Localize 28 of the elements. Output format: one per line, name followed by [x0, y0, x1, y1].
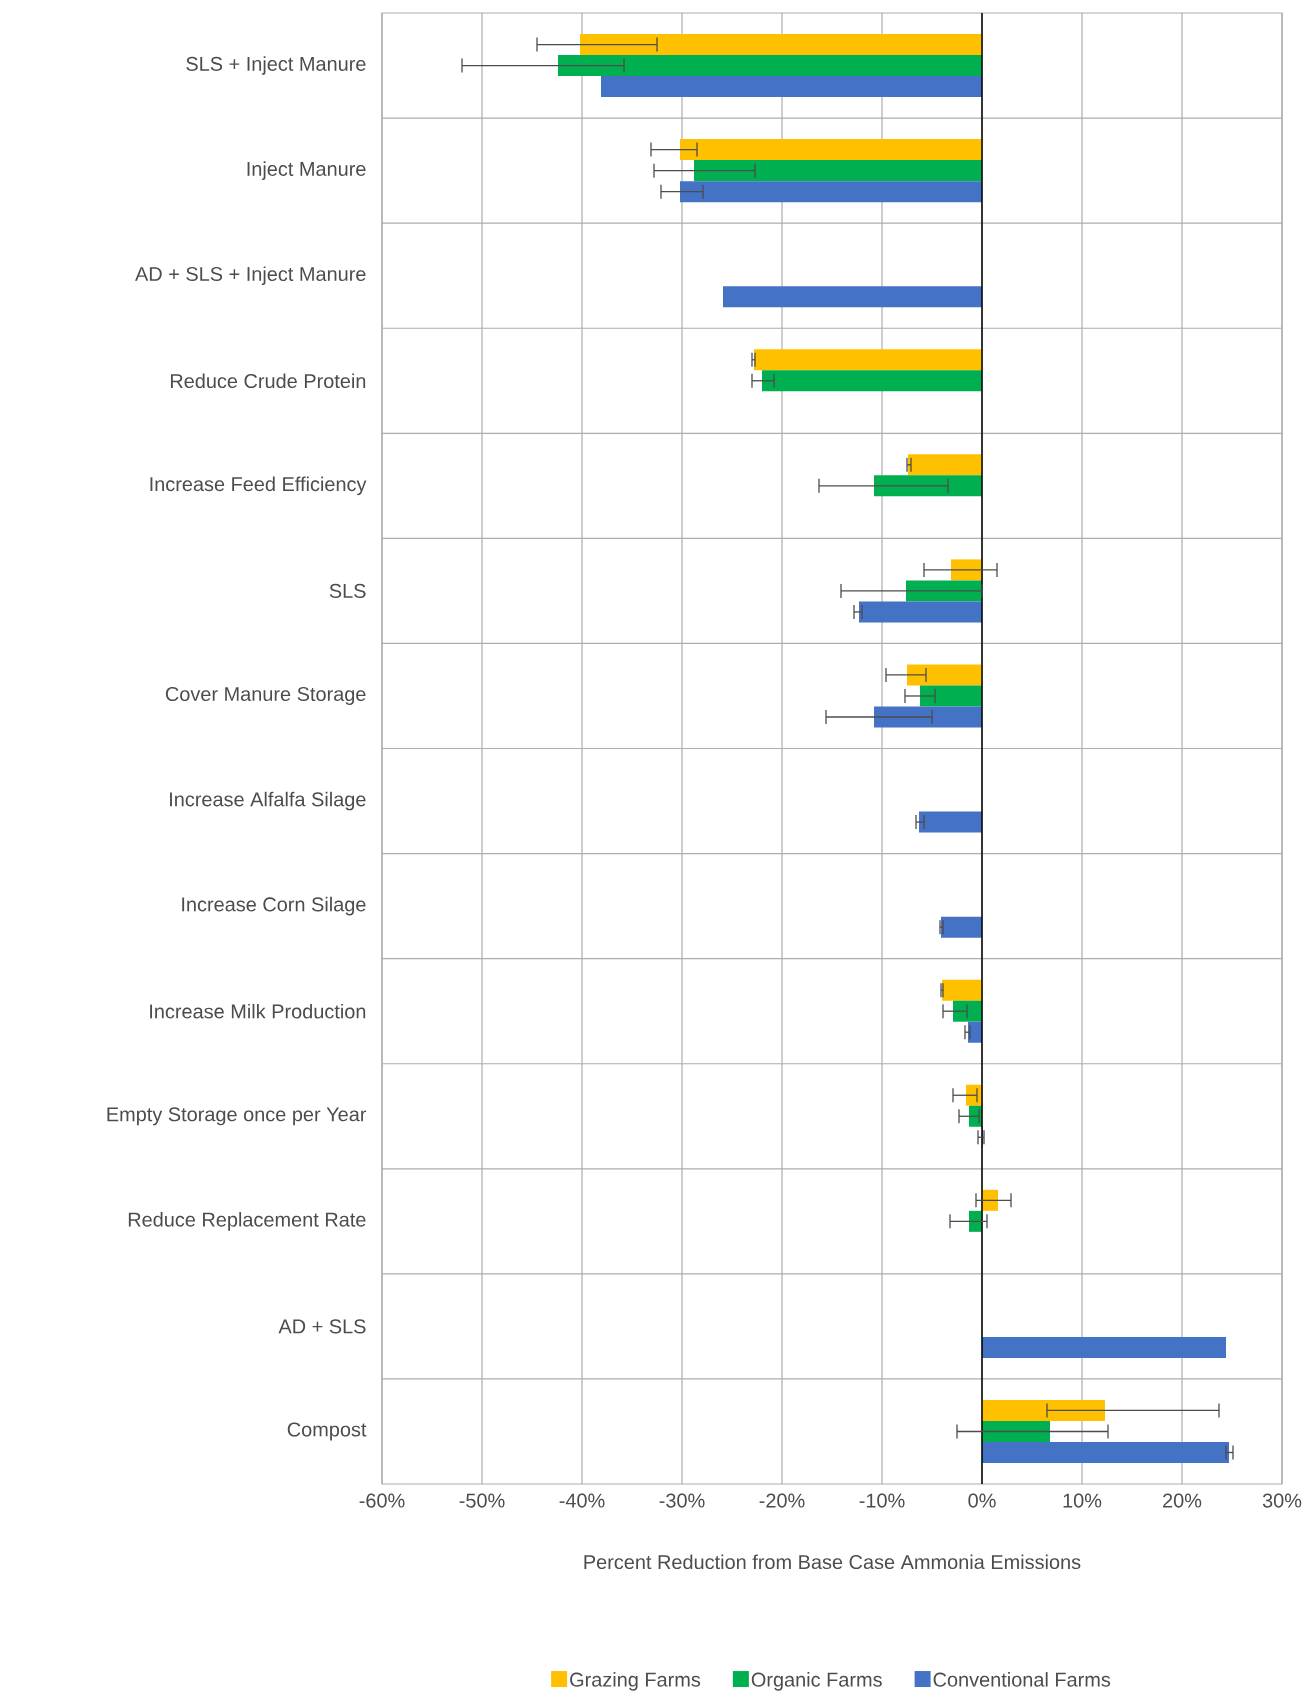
y-tick-label: Increase Alfalfa Silage — [170, 791, 366, 811]
x-tick-label: -40% — [559, 1493, 605, 1508]
x-tick-label: -60% — [359, 1493, 405, 1508]
y-tick-label: Reduce Crude Protein — [170, 373, 366, 389]
x-tick-label: -20% — [759, 1493, 805, 1508]
x-tick-label: -50% — [459, 1493, 505, 1508]
y-tick-label: Cover Manure Storage — [165, 686, 366, 706]
y-tick-label: Increase Feed Efficiency — [150, 476, 367, 496]
y-tick-label: SLS + Inject Manure — [186, 56, 366, 75]
y-tick-label: Reduce Replacement Rate — [128, 1212, 366, 1231]
legend-label: Conventional Farms — [933, 1672, 1111, 1687]
legend-label: Organic Farms — [751, 1672, 882, 1691]
y-tick-label: Compost — [287, 1422, 367, 1441]
y-tick-label: SLS — [329, 583, 366, 598]
y-tick-label: Increase Corn Silage — [182, 896, 366, 916]
legend-label: Grazing Farms — [570, 1672, 701, 1691]
y-tick-label: Empty Storage once per Year — [107, 1107, 367, 1126]
y-tick-label: Increase Milk Production — [150, 1003, 366, 1019]
x-tick-label: 20% — [1163, 1493, 1202, 1508]
x-tick-label: 30% — [1262, 1493, 1302, 1508]
x-tick-label: -10% — [859, 1493, 905, 1508]
y-tick-label: Inject Manure — [247, 161, 366, 180]
x-tick-label: 10% — [1063, 1493, 1102, 1508]
x-axis-title: Percent Reduction from Base Case Ammonia Emissions — [584, 1554, 1081, 1570]
y-tick-label: AD + SLS — [278, 1319, 366, 1334]
x-tick-label: 0% — [968, 1493, 996, 1508]
x-tick-label: -30% — [659, 1493, 705, 1508]
y-tick-label: AD + SLS + Inject Manure — [135, 266, 366, 285]
